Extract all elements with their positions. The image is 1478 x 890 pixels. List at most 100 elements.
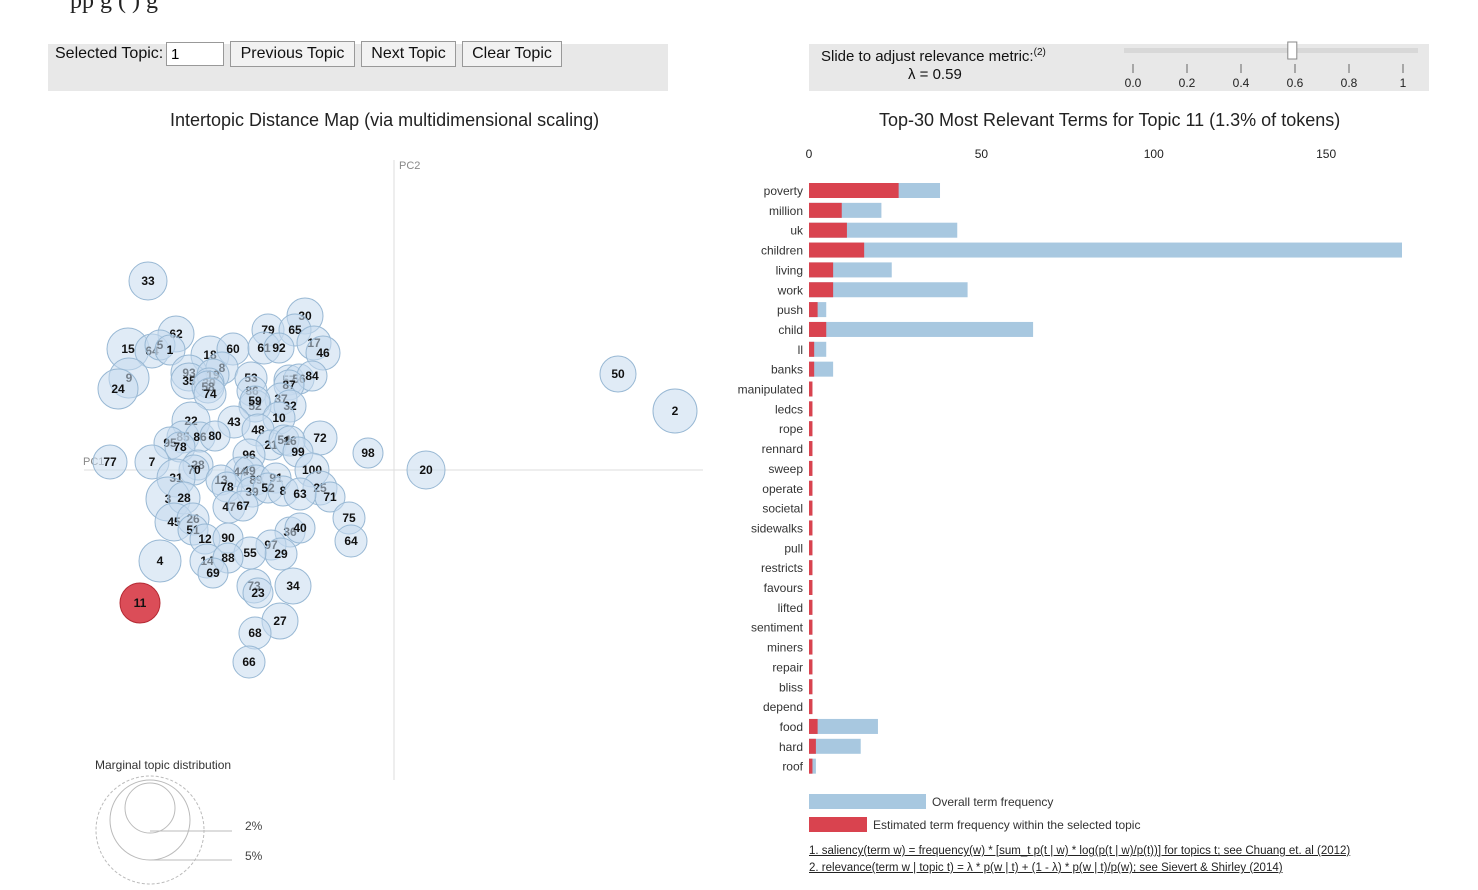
slider-handle[interactable]: [1287, 41, 1298, 60]
term-label-living[interactable]: living: [776, 263, 803, 277]
bar-overall-food[interactable]: [809, 718, 878, 734]
bar-estimated-sentiment[interactable]: [809, 619, 813, 635]
topic-circle-shape[interactable]: [138, 539, 182, 583]
slider-track[interactable]: [1124, 48, 1418, 53]
topic-circle-shape[interactable]: [92, 444, 128, 480]
topic-circle-77[interactable]: 77: [92, 444, 128, 480]
term-label-food[interactable]: food: [780, 720, 803, 734]
term-label-push[interactable]: push: [777, 303, 803, 317]
bar-estimated-depend[interactable]: [809, 699, 813, 715]
term-label-sweep[interactable]: sweep: [768, 462, 803, 476]
topic-circle-34[interactable]: 34: [274, 567, 312, 605]
topic-circle-2[interactable]: 2: [652, 388, 698, 434]
bar-estimated-hard[interactable]: [809, 738, 816, 754]
bar-estimated-restricts[interactable]: [809, 560, 813, 576]
topic-circle-80[interactable]: 80: [199, 420, 231, 452]
next-topic-button[interactable]: Next Topic: [361, 41, 456, 67]
bar-estimated-manipulated[interactable]: [809, 381, 813, 397]
topic-circle-shape[interactable]: [199, 420, 231, 452]
topic-circle-shape[interactable]: [352, 437, 384, 469]
topic-circle-1[interactable]: 1: [154, 334, 186, 366]
saliency-footnote-link[interactable]: 1. saliency(term w) = frequency(w) * [su…: [809, 845, 1351, 857]
term-label-miners[interactable]: miners: [767, 641, 803, 655]
relevance-footnote-link[interactable]: 2. relevance(term w | topic t) = λ * p(w…: [809, 862, 1283, 874]
term-label-sentiment[interactable]: sentiment: [751, 621, 804, 635]
topic-circle-69[interactable]: 69: [197, 557, 229, 589]
bar-overall-hard[interactable]: [809, 738, 861, 754]
term-label-work[interactable]: work: [777, 283, 804, 297]
topic-circle-71[interactable]: 71: [314, 481, 346, 513]
topic-circle-shape[interactable]: [283, 477, 317, 511]
term-label-uk[interactable]: uk: [790, 224, 804, 238]
topic-circle-59[interactable]: 59: [239, 385, 271, 417]
term-label-ll[interactable]: ll: [798, 343, 803, 357]
bar-estimated-children[interactable]: [809, 242, 865, 258]
bar-overall-child[interactable]: [809, 321, 1034, 337]
term-label-ledcs[interactable]: ledcs: [775, 402, 803, 416]
term-label-societal[interactable]: societal: [762, 502, 803, 516]
bar-estimated-sidewalks[interactable]: [809, 520, 813, 536]
topic-circle-shape[interactable]: [263, 332, 295, 364]
bar-estimated-push[interactable]: [809, 302, 818, 318]
bar-estimated-child[interactable]: [809, 321, 827, 337]
previous-topic-button[interactable]: Previous Topic: [230, 41, 355, 67]
bar-estimated-roof[interactable]: [809, 758, 813, 774]
topic-circle-shape[interactable]: [197, 557, 229, 589]
topic-circle-shape[interactable]: [232, 645, 266, 679]
topic-circle-66[interactable]: 66: [232, 645, 266, 679]
bar-estimated-food[interactable]: [809, 718, 818, 734]
bar-estimated-repair[interactable]: [809, 659, 813, 675]
topic-circle-20[interactable]: 20: [406, 450, 446, 490]
bar-estimated-living[interactable]: [809, 262, 834, 278]
bar-estimated-miners[interactable]: [809, 639, 813, 655]
bar-estimated-million[interactable]: [809, 202, 842, 218]
bar-estimated-pull[interactable]: [809, 540, 813, 556]
bar-estimated-lifted[interactable]: [809, 599, 813, 615]
topic-circle-shape[interactable]: [97, 368, 139, 410]
topic-circle-shape[interactable]: [284, 512, 316, 544]
topic-circle-92[interactable]: 92: [263, 332, 295, 364]
topic-circle-29[interactable]: 29: [264, 537, 298, 571]
bar-overall-children[interactable]: [809, 242, 1402, 258]
bar-estimated-banks[interactable]: [809, 361, 815, 377]
term-label-manipulated[interactable]: manipulated: [738, 383, 803, 397]
term-label-roof[interactable]: roof: [782, 760, 803, 774]
topic-circle-shape[interactable]: [193, 377, 227, 411]
topic-circle-shape[interactable]: [599, 355, 637, 393]
clear-topic-button[interactable]: Clear Topic: [462, 41, 562, 67]
topic-circle-23[interactable]: 23: [242, 577, 274, 609]
term-label-bliss[interactable]: bliss: [779, 680, 803, 694]
topic-circle-33[interactable]: 33: [128, 261, 168, 301]
term-label-restricts[interactable]: restricts: [761, 561, 803, 575]
bar-estimated-rennard[interactable]: [809, 441, 813, 457]
bar-estimated-ll[interactable]: [809, 341, 815, 357]
topic-circle-40[interactable]: 40: [284, 512, 316, 544]
bar-estimated-ledcs[interactable]: [809, 401, 813, 417]
topic-circle-68[interactable]: 68: [238, 616, 272, 650]
term-label-pull[interactable]: pull: [784, 541, 803, 555]
topic-circle-24[interactable]: 24: [97, 368, 139, 410]
term-label-lifted[interactable]: lifted: [778, 601, 803, 615]
topic-circle-4[interactable]: 4: [138, 539, 182, 583]
topic-circle-shape[interactable]: [406, 450, 446, 490]
bar-estimated-poverty[interactable]: [809, 183, 899, 198]
term-label-hard[interactable]: hard: [779, 740, 803, 754]
selected-topic-input[interactable]: [166, 42, 224, 66]
topic-circle-shape[interactable]: [652, 388, 698, 434]
bar-estimated-bliss[interactable]: [809, 679, 813, 695]
term-label-operate[interactable]: operate: [762, 482, 803, 496]
bar-overall-banks[interactable]: [809, 361, 834, 377]
bar-estimated-sweep[interactable]: [809, 460, 813, 476]
term-label-poverty[interactable]: poverty: [764, 184, 803, 198]
term-label-depend[interactable]: depend: [763, 700, 803, 714]
bar-estimated-uk[interactable]: [809, 222, 847, 238]
term-label-sidewalks[interactable]: sidewalks: [751, 521, 803, 535]
topic-circle-shape[interactable]: [242, 577, 274, 609]
relevance-slider[interactable]: 0.0 0.2 0.4 0.6 0.8 1: [1110, 40, 1430, 92]
bar-estimated-societal[interactable]: [809, 500, 813, 516]
bar-estimated-favours[interactable]: [809, 580, 813, 595]
term-label-child[interactable]: child: [778, 323, 803, 337]
term-label-rennard[interactable]: rennard: [762, 442, 803, 456]
term-label-favours[interactable]: favours: [764, 581, 803, 595]
topic-circle-shape[interactable]: [119, 582, 161, 624]
